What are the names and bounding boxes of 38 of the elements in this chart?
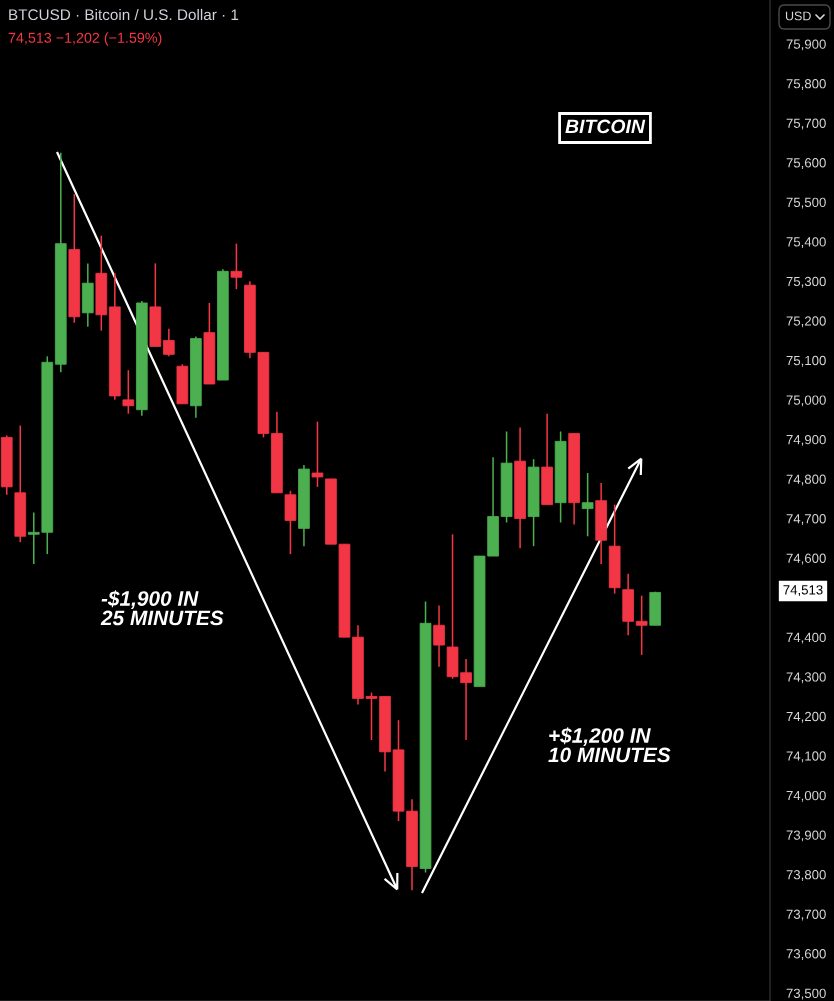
candlestick — [122, 369, 135, 415]
y-tick-label: 74,900 — [786, 434, 826, 446]
candlestick — [433, 604, 445, 668]
y-tick-label: 75,800 — [786, 79, 826, 90]
y-tick-label: 75,700 — [786, 118, 826, 130]
y-tick-label: 75,000 — [786, 395, 826, 407]
text: USD — [785, 11, 811, 21]
candlestick — [635, 594, 648, 656]
y-tick-label: 74,400 — [786, 632, 826, 644]
y-tick-label: 73,700 — [786, 909, 826, 921]
y-tick-label: 73,800 — [786, 870, 826, 881]
text: 74,513 −1,202 (−1.59%) — [8, 32, 162, 46]
y-tick-label: 74,300 — [786, 672, 826, 684]
y-tick-label: 74,200 — [786, 711, 826, 723]
y-tick-label: 74,000 — [786, 790, 826, 802]
annotation: +$1,200 IN 10 MINUTES — [548, 727, 671, 763]
y-tick-label: 75,600 — [786, 158, 826, 170]
candlestick — [311, 420, 324, 488]
y-tick-label: 74,600 — [786, 553, 826, 565]
y-tick-label: 75,400 — [786, 237, 826, 249]
text: 74,513 — [783, 585, 823, 597]
y-tick-label: 75,300 — [786, 276, 826, 288]
y-tick-label: 73,600 — [786, 949, 826, 961]
y-tick-label: 74,700 — [786, 514, 826, 525]
y-tick-label: 73,500 — [786, 988, 826, 1000]
annotation: BITCOIN — [565, 119, 646, 134]
y-tick-label: 75,100 — [786, 355, 826, 367]
y-tick-label: 75,500 — [786, 197, 826, 209]
y-tick-label: 75,900 — [786, 39, 826, 51]
candlestick — [230, 242, 243, 290]
y-tick-label: 75,200 — [786, 316, 826, 328]
y-tick-label: 74,800 — [786, 474, 826, 486]
candlestick — [581, 472, 594, 538]
y-tick-label: 74,100 — [786, 751, 826, 763]
candlestick — [163, 327, 175, 358]
chart-title: BTCUSD · Bitcoin / U.S. Dollar · 1 — [9, 8, 239, 21]
annotation: -$1,900 IN 25 MINUTES — [100, 590, 224, 626]
y-tick-label: 73,900 — [786, 830, 826, 842]
